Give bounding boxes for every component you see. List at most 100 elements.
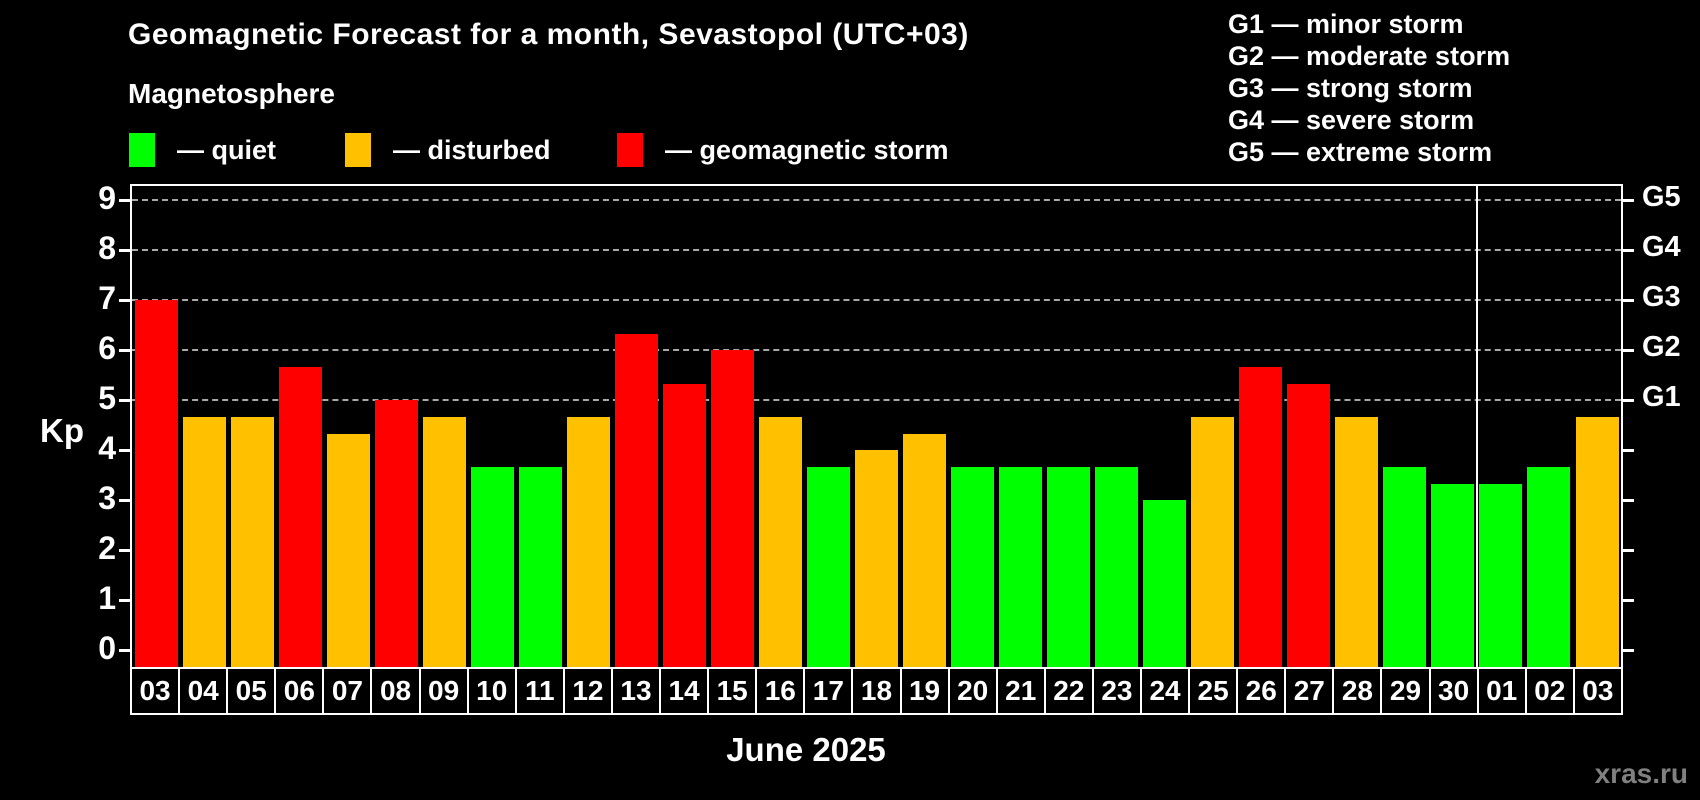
- day-cell-03-jun: 03: [132, 669, 181, 713]
- day-cell-07-jun: 07: [324, 669, 373, 713]
- kp-bar-day-13: [614, 333, 658, 667]
- quiet-color-swatch: [129, 133, 155, 167]
- disturbed-color-swatch: [345, 133, 371, 167]
- x-axis-label-month: June 2025: [726, 731, 886, 768]
- kp-bar-day-23: [1095, 466, 1139, 667]
- kp-bar-day-16: [758, 416, 802, 667]
- day-cell-24-jun: 24: [1142, 669, 1191, 713]
- y-tick-right-1: [1623, 599, 1634, 602]
- y-tick-left-2: [119, 549, 130, 552]
- day-cell-27-jun: 27: [1286, 669, 1335, 713]
- y-tick-left-9: [119, 199, 130, 202]
- y-tick-left-3: [119, 499, 130, 502]
- day-label-row: 03 04 05 06 07 08 09 10 11 12 13 14 15 16 17 18 19 20 21 22…: [130, 667, 1623, 715]
- y-tick-label-7: 7: [98, 280, 116, 316]
- kp-bar-day-03: [1575, 416, 1619, 667]
- gridline-kp-8: [132, 249, 1621, 251]
- kp-bar-day-27: [1287, 383, 1331, 667]
- kp-bar-day-17: [807, 466, 850, 667]
- day-cell-10-jun: 10: [469, 669, 517, 713]
- legend-item-disturbed: — disturbed: [345, 132, 551, 168]
- y-tick-right-4: [1623, 449, 1634, 452]
- right-axis-label-g4: G4: [1642, 231, 1681, 263]
- day-cell-15-jun: 15: [709, 669, 758, 713]
- kp-bar-day-01: [1479, 483, 1523, 667]
- kp-bar-day-11: [518, 466, 562, 667]
- storm-color-swatch: [617, 133, 643, 167]
- y-tick-label-1: 1: [98, 580, 116, 616]
- kp-bar-day-04: [182, 416, 226, 667]
- day-cell-20-jun: 20: [950, 669, 998, 713]
- plot-area: [130, 184, 1623, 669]
- g3-legend-line: G3 — strong storm: [1228, 73, 1473, 103]
- y-tick-left-1: [119, 599, 130, 602]
- y-tick-label-6: 6: [98, 330, 116, 366]
- day-cell-05-jun: 05: [228, 669, 277, 713]
- day-cell-19-jun: 19: [902, 669, 950, 713]
- g5-legend-line: G5 — extreme storm: [1228, 137, 1493, 167]
- day-cell-26-jun: 26: [1238, 669, 1287, 713]
- kp-bar-day-03: [134, 300, 178, 667]
- gridline-kp-6: [132, 349, 1621, 351]
- kp-bar-day-24: [1143, 500, 1187, 667]
- y-tick-right-5: [1623, 399, 1634, 402]
- kp-bar-day-30: [1431, 483, 1475, 667]
- legend-label-quiet: — quiet: [177, 134, 276, 165]
- day-cell-23-jun: 23: [1094, 669, 1142, 713]
- kp-bar-day-07: [326, 433, 370, 667]
- plot-inner: [132, 186, 1621, 667]
- day-cell-09-jun: 09: [421, 669, 469, 713]
- y-tick-label-3: 3: [98, 480, 116, 516]
- kp-bar-day-12: [566, 416, 610, 667]
- chart-subtitle: Magnetosphere: [128, 78, 335, 109]
- gridline-kp-7: [132, 299, 1621, 301]
- day-cell-11-jun: 11: [517, 669, 565, 713]
- day-cell-02-jul: 02: [1527, 669, 1575, 713]
- kp-bar-day-09: [422, 416, 466, 667]
- y-tick-left-4: [119, 449, 130, 452]
- right-axis-label-g1: G1: [1642, 381, 1681, 413]
- legend-item-storm: — geomagnetic storm: [617, 132, 949, 168]
- y-tick-right-6: [1623, 349, 1634, 352]
- gridline-kp-5: [132, 399, 1621, 401]
- kp-bar-day-20: [951, 466, 994, 667]
- day-cell-18-jun: 18: [853, 669, 902, 713]
- kp-bar-day-02: [1527, 466, 1571, 667]
- legend-item-quiet: — quiet: [129, 132, 276, 168]
- day-cell-17-jun: 17: [805, 669, 854, 713]
- y-axis-label-kp: Kp: [40, 412, 84, 449]
- right-axis-label-g3: G3: [1642, 281, 1681, 313]
- y-tick-label-4: 4: [98, 430, 116, 466]
- kp-bar-day-14: [662, 383, 706, 667]
- day-cell-25-jun: 25: [1190, 669, 1239, 713]
- day-cell-21-jun: 21: [998, 669, 1046, 713]
- y-tick-right-8: [1623, 249, 1634, 252]
- day-cell-22-jun: 22: [1046, 669, 1094, 713]
- day-cell-03-jul: 03: [1582, 675, 1614, 706]
- day-cell-13-jun: 13: [613, 669, 662, 713]
- month-separator-line: [1475, 186, 1478, 667]
- y-tick-left-5: [119, 399, 130, 402]
- legend-label-disturbed: — disturbed: [393, 134, 551, 165]
- kp-bar-day-18: [855, 450, 898, 667]
- y-tick-label-0: 0: [98, 630, 116, 666]
- day-cell-12-jun: 12: [565, 669, 613, 713]
- day-cell-29-jun: 29: [1382, 669, 1431, 713]
- day-cell-28-jun: 28: [1334, 669, 1383, 713]
- y-tick-right-7: [1623, 299, 1634, 302]
- g-scale-legend: G1 — minor storm G2 — moderate storm G3 …: [1228, 8, 1510, 168]
- y-tick-right-2: [1623, 549, 1634, 552]
- kp-bar-day-25: [1191, 416, 1235, 667]
- y-tick-label-8: 8: [98, 230, 116, 266]
- day-cell-08-jun: 08: [372, 669, 421, 713]
- day-cell-01-jul: 01: [1479, 669, 1527, 713]
- y-tick-left-0: [119, 649, 130, 652]
- kp-bar-day-08: [374, 400, 418, 667]
- kp-bar-day-29: [1383, 466, 1427, 667]
- day-cell-14-jun: 14: [661, 669, 710, 713]
- day-cell-04-jun: 04: [180, 669, 229, 713]
- kp-bar-day-26: [1239, 366, 1283, 667]
- day-cell-30-jun: 30: [1431, 669, 1479, 713]
- right-axis-label-g5: G5: [1642, 181, 1681, 213]
